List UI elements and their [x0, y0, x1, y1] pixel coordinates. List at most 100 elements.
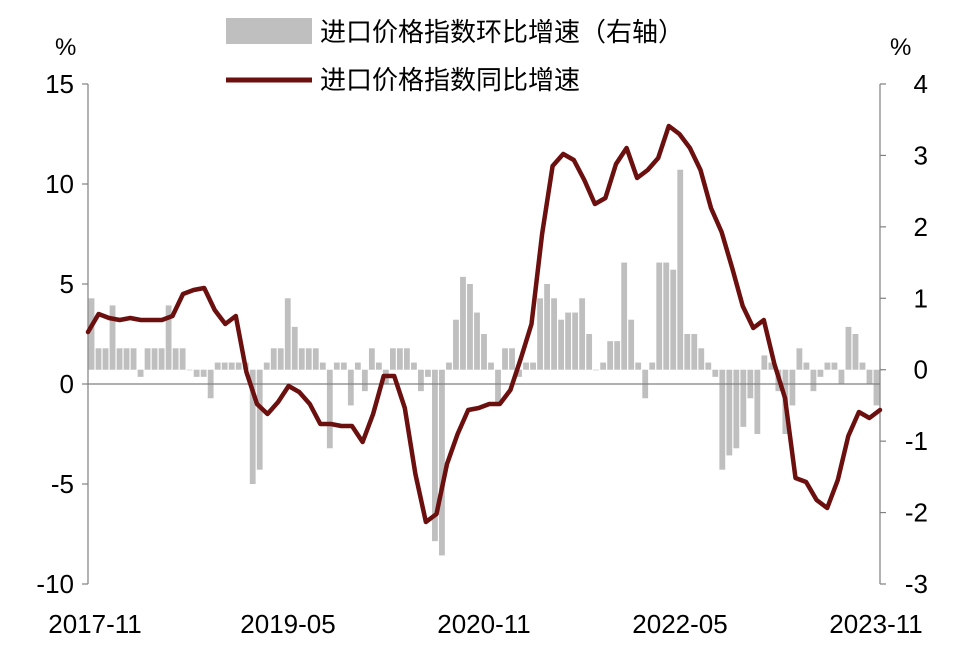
bar: [712, 369, 719, 377]
bar: [312, 348, 319, 370]
bar: [425, 369, 431, 377]
bar: [621, 262, 628, 370]
right-tick-label: 4: [914, 69, 928, 99]
bar: [375, 362, 382, 370]
bar: [579, 298, 586, 370]
bar: [221, 362, 228, 370]
bar: [228, 362, 235, 370]
bar: [768, 362, 775, 370]
bar: [326, 369, 333, 449]
bar: [607, 341, 614, 370]
bar: [754, 369, 761, 434]
bar: [859, 362, 866, 370]
x-tick-label: 2023-11: [829, 609, 923, 639]
bar: [130, 348, 137, 370]
bar: [824, 362, 831, 370]
bar: [137, 369, 144, 377]
bar: [516, 369, 522, 377]
bar: [663, 262, 670, 370]
bar: [600, 362, 607, 370]
left-tick-label: 10: [45, 169, 74, 199]
bar: [761, 355, 768, 370]
bar: [418, 369, 424, 392]
x-tick-label: 2019-05: [240, 609, 335, 639]
bar: [810, 369, 817, 392]
right-tick-label: 1: [914, 283, 928, 313]
bar: [340, 362, 347, 370]
bar: [565, 312, 572, 370]
bar: [368, 348, 375, 370]
bar: [817, 369, 824, 377]
left-tick-label: 0: [60, 369, 74, 399]
x-tick-label: 2017-11: [48, 609, 142, 639]
bar: [95, 348, 102, 370]
bar: [347, 369, 354, 406]
left-tick-label: -10: [36, 569, 74, 599]
bar: [635, 362, 642, 370]
bar: [354, 362, 361, 370]
bar-series: [88, 169, 880, 556]
left-tick-label: 5: [60, 269, 74, 299]
bar: [656, 262, 663, 370]
bar: [614, 341, 621, 370]
bar: [838, 369, 845, 384]
bar: [214, 362, 221, 370]
bar: [740, 369, 747, 427]
bar: [544, 284, 550, 370]
bar: [649, 362, 656, 370]
bar: [109, 305, 116, 370]
bar: [165, 305, 172, 370]
bar: [719, 369, 726, 470]
bar: [523, 362, 529, 370]
bar: [333, 362, 340, 370]
bar: [116, 348, 123, 370]
bar: [446, 362, 452, 370]
bar: [866, 369, 873, 384]
left-tick-label: 15: [45, 69, 74, 99]
bar: [845, 326, 852, 370]
bar: [803, 362, 810, 370]
bar: [249, 369, 256, 484]
bar: [537, 298, 543, 370]
bar: [439, 369, 445, 556]
right-tick-label: -1: [905, 426, 928, 456]
legend-bar-swatch: [226, 18, 312, 44]
bar: [151, 348, 158, 370]
left-tick-label: -5: [51, 469, 74, 499]
legend-line-label: 进口价格指数同比增速: [320, 66, 580, 96]
bar: [796, 348, 803, 370]
bar: [284, 298, 291, 370]
bar: [488, 362, 494, 370]
bar: [411, 362, 417, 370]
bar: [509, 348, 515, 370]
bar: [361, 369, 368, 392]
bar: [586, 334, 593, 370]
bar: [270, 348, 277, 370]
bar: [389, 348, 396, 370]
bar: [256, 369, 263, 470]
bar: [200, 369, 207, 377]
bar: [873, 369, 880, 406]
bar: [733, 369, 740, 449]
bar: [558, 319, 564, 370]
bar: [530, 362, 536, 370]
legend: 进口价格指数环比增速（右轴） 进口价格指数同比增速: [226, 18, 684, 96]
line-series: [85, 123, 883, 525]
right-tick-label: 2: [914, 212, 928, 242]
yoy-line: [85, 123, 883, 525]
x-tick-label: 2022-05: [632, 609, 727, 639]
bar: [467, 284, 473, 370]
bar: [726, 369, 733, 456]
bar: [852, 334, 859, 370]
right-tick-label: -3: [905, 569, 928, 599]
bar: [460, 276, 466, 370]
bar: [179, 348, 186, 370]
bar: [144, 348, 151, 370]
left-axis-unit: %: [55, 34, 76, 61]
right-tick-label: 0: [914, 355, 928, 385]
right-tick-label: -2: [905, 498, 928, 528]
bar: [677, 169, 684, 370]
bar: [158, 348, 165, 370]
